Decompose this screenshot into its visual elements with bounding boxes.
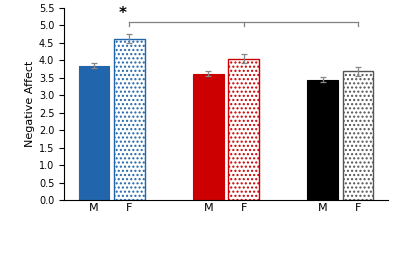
Bar bbox=[193, 74, 224, 200]
Bar bbox=[343, 71, 373, 200]
Bar bbox=[228, 59, 259, 200]
Text: *: * bbox=[119, 6, 127, 21]
Bar bbox=[114, 39, 144, 200]
Bar bbox=[308, 80, 338, 200]
Y-axis label: Negative Affect: Negative Affect bbox=[25, 61, 35, 147]
Bar bbox=[79, 66, 109, 200]
